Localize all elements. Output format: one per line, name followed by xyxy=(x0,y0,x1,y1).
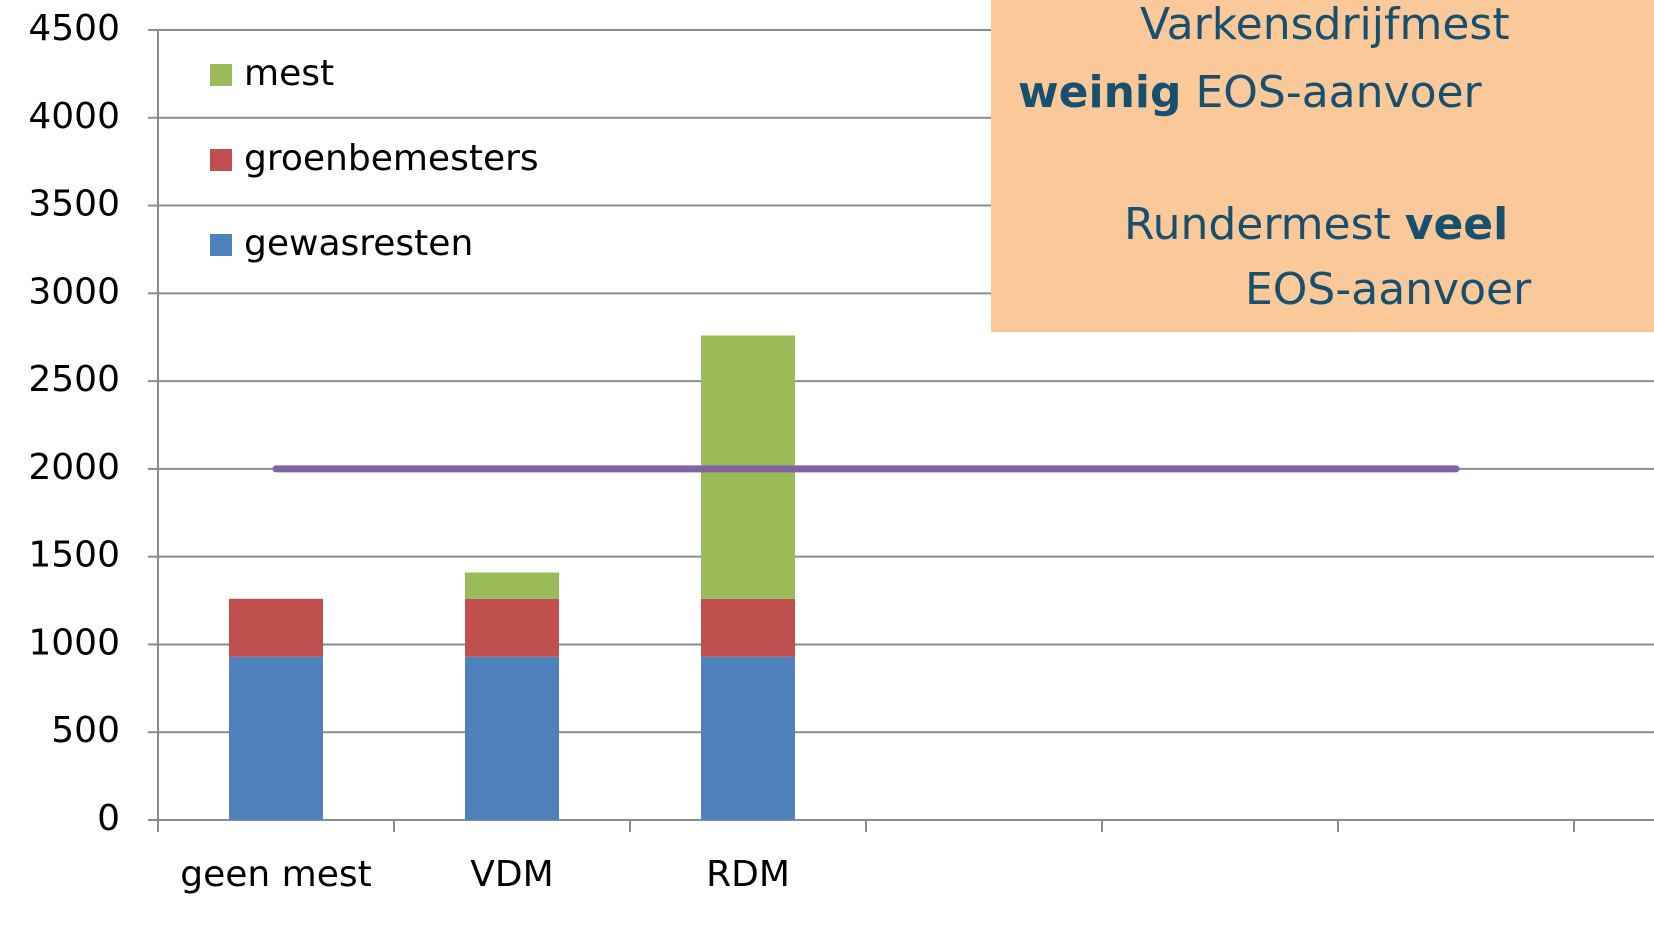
y-tick-label: 4000 xyxy=(28,96,120,137)
bar-segment xyxy=(465,572,559,599)
legend-label: groenbemesters xyxy=(244,138,539,179)
x-tick-label: geen mest xyxy=(180,854,372,895)
annotation-text: EOS-aanvoer xyxy=(1245,264,1532,315)
annotation-text: Varkensdrijfmest xyxy=(1140,0,1510,50)
annotation-text: Rundermest veel xyxy=(1124,199,1508,250)
y-tick-label: 1500 xyxy=(28,535,120,576)
y-tick-label: 2500 xyxy=(28,359,120,400)
annotation-span: veel xyxy=(1405,199,1508,250)
legend-label: gewasresten xyxy=(244,223,473,264)
annotation-span: weinig xyxy=(1018,67,1181,118)
y-tick-label: 2000 xyxy=(28,447,120,488)
bar-segment xyxy=(701,598,795,657)
annotation-span: Varkensdrijfmest xyxy=(1140,0,1510,50)
x-tick-label: VDM xyxy=(470,854,553,895)
annotation-span: EOS-aanvoer xyxy=(1245,264,1532,315)
bar-segment xyxy=(701,656,795,820)
legend-swatch xyxy=(210,149,232,171)
bar-segment xyxy=(465,656,559,820)
annotation-text: weinig EOS-aanvoer xyxy=(1018,67,1483,118)
y-tick-label: 500 xyxy=(51,710,120,751)
legend-swatch xyxy=(210,64,232,86)
legend-label: mest xyxy=(244,53,334,94)
annotation-span: EOS-aanvoer xyxy=(1181,67,1482,118)
bar-segment xyxy=(229,656,323,820)
y-tick-label: 3500 xyxy=(28,184,120,225)
y-tick-label: 1000 xyxy=(28,622,120,663)
x-tick-label: RDM xyxy=(706,854,790,895)
bar-segment xyxy=(465,598,559,657)
y-tick-label: 0 xyxy=(97,798,120,839)
annotation-box xyxy=(991,0,1654,332)
y-tick-label: 4500 xyxy=(28,8,120,49)
legend-swatch xyxy=(210,234,232,256)
annotation-span: Rundermest xyxy=(1124,199,1405,250)
bar-segment xyxy=(229,598,323,657)
y-tick-label: 3000 xyxy=(28,271,120,312)
